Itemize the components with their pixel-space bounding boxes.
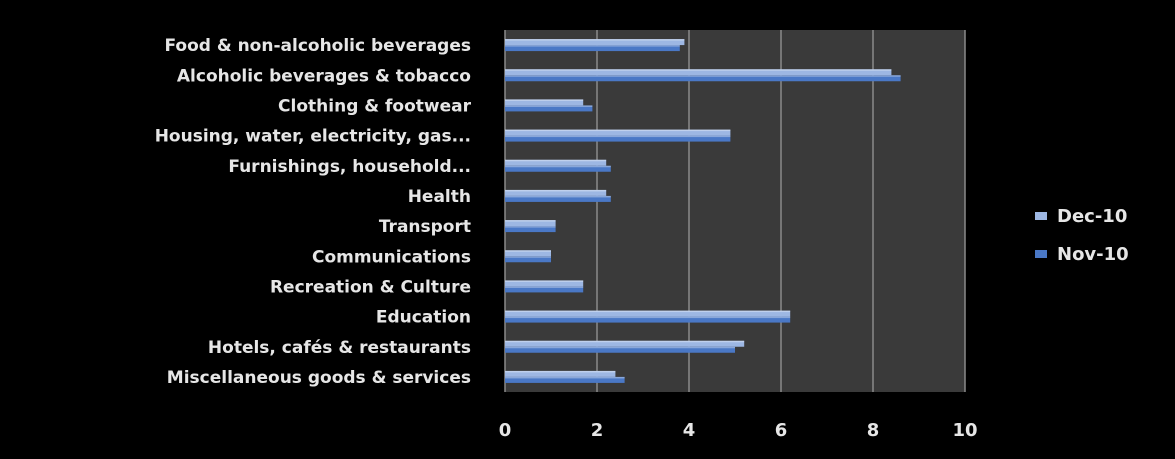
bar-highlight	[505, 346, 735, 349]
bar-nov-10-6	[505, 226, 556, 233]
bar-highlight	[505, 189, 607, 192]
bar-highlight	[505, 286, 584, 288]
legend: Dec-10 Nov-10	[1035, 206, 1129, 265]
gridlines	[504, 30, 966, 392]
bar-highlight	[505, 69, 892, 71]
bar-dec-10-9	[505, 310, 791, 317]
x-tick-label: 2	[591, 420, 604, 441]
bar-highlight	[505, 256, 551, 258]
bar-nov-10-1	[505, 75, 901, 82]
legend-swatch-dec-10	[1035, 212, 1047, 220]
bar-nov-10-0	[505, 45, 680, 52]
bar-highlight	[505, 159, 607, 162]
bar-nov-10-2	[505, 105, 593, 112]
category-label: Food & non-alcoholic beverages	[164, 36, 471, 56]
bar-highlight	[505, 316, 791, 319]
category-label: Transport	[379, 217, 471, 237]
legend-label-nov-10: Nov-10	[1057, 244, 1129, 265]
category-label: Miscellaneous goods & services	[167, 368, 471, 388]
bar-dec-10-10	[505, 340, 745, 347]
x-tick-label: 4	[683, 420, 696, 441]
x-tick-label: 6	[775, 420, 788, 441]
bar-highlight	[505, 310, 791, 313]
x-tick-label: 8	[867, 420, 880, 441]
bar-highlight	[505, 129, 731, 132]
bar-highlight	[505, 39, 685, 41]
bar-highlight	[505, 226, 556, 228]
bar-dec-10-3	[505, 129, 731, 136]
bar-dec-10-11	[505, 370, 616, 377]
category-label: Housing, water, electricity, gas...	[155, 127, 471, 147]
bar-highlight	[505, 250, 551, 252]
bar-highlight	[505, 370, 616, 373]
bar-nov-10-7	[505, 256, 551, 263]
category-label: Health	[408, 187, 471, 207]
category-label: Communications	[312, 247, 471, 267]
category-label: Clothing & footwear	[278, 96, 472, 116]
bar-nov-10-8	[505, 286, 584, 293]
category-labels: Food & non-alcoholic beverages Alcoholic …	[155, 36, 472, 388]
bar-highlight	[505, 280, 584, 282]
bar-dec-10-1	[505, 69, 892, 76]
x-axis-ticks: 0 2 4 6 8 10	[499, 420, 978, 441]
x-tick-label: 0	[499, 420, 512, 441]
bar-highlight	[505, 135, 731, 138]
bar-dec-10-0	[505, 39, 685, 46]
bar-highlight	[505, 376, 625, 379]
bar-nov-10-3	[505, 135, 731, 142]
category-label: Education	[376, 308, 471, 328]
x-tick-label: 10	[952, 420, 977, 441]
legend-label-dec-10: Dec-10	[1057, 206, 1127, 227]
bar-dec-10-2	[505, 99, 584, 106]
bar-nov-10-11	[505, 376, 625, 383]
bar-highlight	[505, 195, 611, 198]
bar-dec-10-7	[505, 250, 551, 257]
bar-highlight	[505, 105, 593, 107]
category-label: Furnishings, household...	[228, 157, 471, 177]
bar-highlight	[505, 75, 901, 77]
bars	[505, 39, 901, 383]
bar-nov-10-10	[505, 346, 735, 353]
bar-highlight	[505, 99, 584, 101]
bar-highlight	[505, 340, 745, 343]
bar-nov-10-4	[505, 165, 611, 172]
bar-dec-10-4	[505, 159, 607, 166]
category-label: Alcoholic beverages & tobacco	[177, 66, 471, 86]
category-label: Hotels, cafés & restaurants	[208, 338, 471, 358]
bar-nov-10-9	[505, 316, 791, 323]
legend-swatch-nov-10	[1035, 250, 1047, 258]
bar-highlight	[505, 45, 680, 47]
bar-dec-10-5	[505, 189, 607, 196]
bar-nov-10-5	[505, 195, 611, 202]
bar-dec-10-6	[505, 220, 556, 227]
bar-dec-10-8	[505, 280, 584, 287]
category-label: Recreation & Culture	[270, 277, 471, 297]
bar-highlight	[505, 220, 556, 222]
bar-highlight	[505, 165, 611, 168]
plot-area	[505, 30, 965, 392]
